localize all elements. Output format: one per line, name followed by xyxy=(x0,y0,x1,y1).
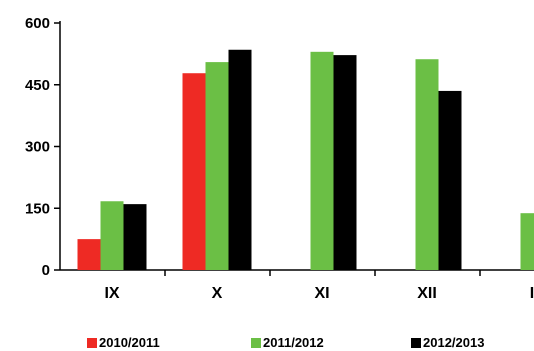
bar-2011-2012-X xyxy=(205,62,229,270)
bar-2010-2011-X xyxy=(182,73,206,271)
bar-2012-2013-XI xyxy=(333,55,357,270)
x-tick-label: IX xyxy=(104,285,119,302)
legend-swatch xyxy=(87,338,97,348)
bar-2011-2012-XI xyxy=(310,51,334,270)
x-tick-label: I xyxy=(530,285,534,302)
bar-2012-2013-IX xyxy=(123,204,147,270)
bar-2011-2012-I xyxy=(520,213,534,270)
bar-2012-2013-X xyxy=(228,49,252,271)
y-tick-label: 300 xyxy=(25,139,50,156)
legend: 2010/2011 2011/2012 2012/2013 xyxy=(87,335,484,350)
bars xyxy=(77,49,534,271)
x-tick-label: XI xyxy=(314,285,329,302)
bar-2011-2012-XII xyxy=(415,59,439,270)
legend-swatch xyxy=(411,338,421,348)
x-axis: IX X XI XII I xyxy=(60,269,534,302)
legend-swatch xyxy=(251,338,261,348)
legend-label: 2011/2012 xyxy=(263,335,324,350)
x-tick-label: X xyxy=(212,285,223,302)
y-axis: 0 150 300 450 600 xyxy=(25,15,61,279)
y-tick-label: 450 xyxy=(25,77,50,94)
legend-item: 2012/2013 xyxy=(411,335,484,350)
y-tick-label: 600 xyxy=(25,15,50,32)
bar-2012-2013-XII xyxy=(438,90,462,270)
legend-item: 2010/2011 xyxy=(87,335,160,350)
y-tick-label: 0 xyxy=(42,262,50,279)
y-tick-label: 150 xyxy=(25,200,50,217)
bar-2010-2011-IX xyxy=(77,239,101,270)
legend-label: 2010/2011 xyxy=(99,335,160,350)
bar-2011-2012-IX xyxy=(100,201,124,270)
legend-item: 2011/2012 xyxy=(251,335,324,350)
legend-label: 2012/2013 xyxy=(423,335,484,350)
x-tick-label: XII xyxy=(417,285,437,302)
